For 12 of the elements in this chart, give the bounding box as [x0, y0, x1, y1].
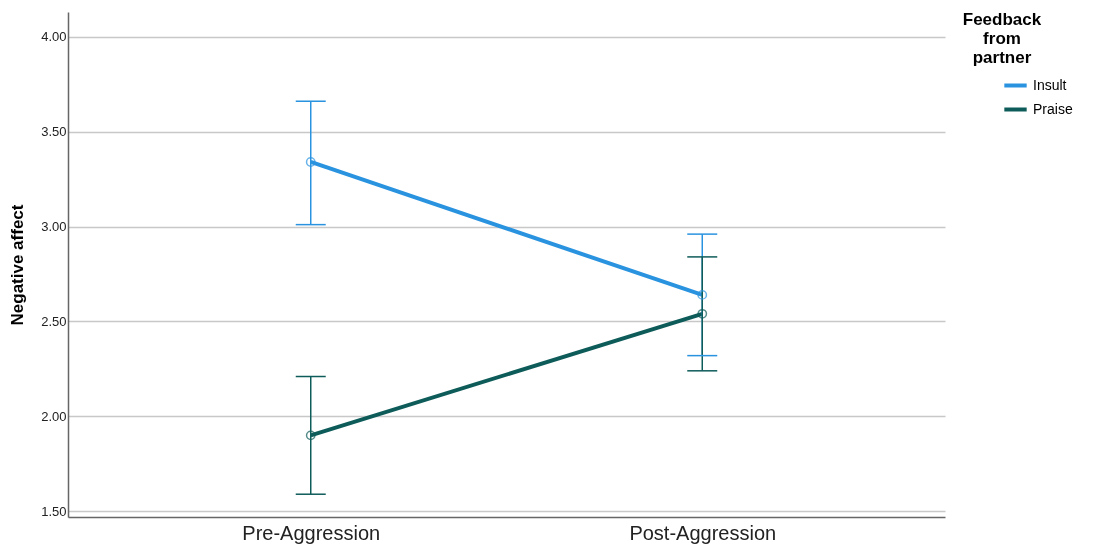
x-tick-label: Pre-Aggression	[242, 521, 381, 544]
y-tick-label: 3.50	[41, 124, 67, 140]
y-axis-title: Negative affect	[8, 204, 28, 326]
legend-label: Praise	[1033, 100, 1073, 117]
y-tick-label: 1.50	[41, 503, 67, 519]
y-tick-label: 3.00	[41, 219, 67, 235]
y-tick-label: 4.00	[41, 29, 67, 45]
x-tick-label: Post-Aggression	[629, 521, 777, 544]
y-tick-label: 2.00	[41, 408, 67, 424]
y-tick-label: 2.50	[41, 313, 67, 329]
legend-label: Insult	[1033, 76, 1067, 93]
legend-title: Feedback from partner	[962, 10, 1042, 67]
